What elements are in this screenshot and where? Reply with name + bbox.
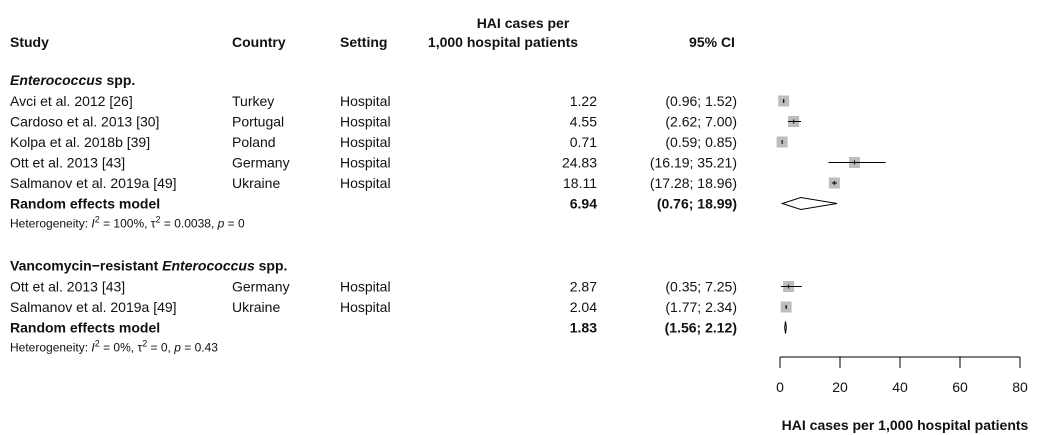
heterogeneity-part: = 0.0038, xyxy=(161,217,218,231)
header-country: Country xyxy=(232,34,286,50)
pooled-estimate: 6.94 xyxy=(570,196,597,212)
estimate: 0.71 xyxy=(570,134,597,150)
study-name: Cardoso et al. 2013 [30] xyxy=(10,114,159,130)
x-tick-label: 60 xyxy=(952,379,968,395)
heterogeneity-part: = 0.43 xyxy=(181,341,218,355)
group-title-part: Enterococcus xyxy=(162,258,255,274)
heterogeneity-part: p xyxy=(173,341,181,355)
heterogeneity-part: τ xyxy=(137,341,142,355)
country: Ukraine xyxy=(232,299,280,315)
heterogeneity-part: τ xyxy=(151,217,156,231)
pooled-diamond xyxy=(780,196,838,211)
heterogeneity-part: = 0 xyxy=(224,217,245,231)
pooled-name: Random effects model xyxy=(10,196,160,212)
header-ci: 95% CI xyxy=(689,34,735,50)
x-tick-label: 0 xyxy=(776,379,784,395)
header-setting: Setting xyxy=(340,34,387,50)
heterogeneity-part: = 0%, xyxy=(100,341,138,355)
study-name: Ott et al. 2013 [43] xyxy=(10,155,125,171)
header-study: Study xyxy=(10,34,49,50)
ci-label: (2.62; 7.00) xyxy=(665,114,737,130)
heterogeneity-part: I xyxy=(91,341,95,355)
setting: Hospital xyxy=(340,155,391,171)
setting: Hospital xyxy=(340,279,391,295)
heterogeneity-part: I xyxy=(91,217,95,231)
country: Portugal xyxy=(232,114,284,130)
group-title: Vancomycin−resistant Enterococcus spp. xyxy=(10,258,287,274)
country: Turkey xyxy=(232,93,274,109)
group-title-part: Enterococcus xyxy=(10,72,103,88)
header-estimate: HAI cases per xyxy=(477,15,570,31)
estimate: 24.83 xyxy=(562,155,597,171)
country: Germany xyxy=(232,279,290,295)
heterogeneity-part: Heterogeneity: xyxy=(10,217,91,231)
group-title: Enterococcus spp. xyxy=(10,72,135,88)
study-name: Salmanov et al. 2019a [49] xyxy=(10,175,177,191)
pooled-ci-label: (0.76; 18.99) xyxy=(657,196,737,212)
setting: Hospital xyxy=(340,175,391,191)
heterogeneity-part: 2 xyxy=(156,215,161,225)
setting: Hospital xyxy=(340,93,391,109)
setting: Hospital xyxy=(340,114,391,130)
heterogeneity-part: p xyxy=(217,217,225,231)
study-name: Ott et al. 2013 [43] xyxy=(10,279,125,295)
country: Poland xyxy=(232,134,276,150)
ci-label: (16.19; 35.21) xyxy=(650,155,737,171)
country: Germany xyxy=(232,155,290,171)
ci-label: (0.96; 1.52) xyxy=(665,93,737,109)
study-name: Kolpa et al. 2018b [39] xyxy=(10,134,150,150)
x-tick-label: 40 xyxy=(892,379,908,395)
x-axis-label: HAI cases per 1,000 hospital patients xyxy=(782,417,1029,433)
estimate: 4.55 xyxy=(570,114,597,130)
ci-label: (17.28; 18.96) xyxy=(650,175,737,191)
ci-label: (0.35; 7.25) xyxy=(665,279,737,295)
estimate: 2.04 xyxy=(570,299,597,315)
x-tick-label: 20 xyxy=(832,379,848,395)
estimate: 18.11 xyxy=(563,175,597,191)
study-name: Salmanov et al. 2019a [49] xyxy=(10,299,177,315)
group-title-part: spp. xyxy=(103,72,136,88)
setting: Hospital xyxy=(340,134,391,150)
heterogeneity-part: = 100%, xyxy=(100,217,151,231)
x-tick-label: 80 xyxy=(1012,379,1028,395)
pooled-estimate: 1.83 xyxy=(570,320,597,336)
heterogeneity: Heterogeneity: I2 = 0%, τ2 = 0, p = 0.43 xyxy=(10,339,218,355)
ci-label: (1.77; 2.34) xyxy=(665,299,737,315)
country: Ukraine xyxy=(232,175,280,191)
header-estimate: 1,000 hospital patients xyxy=(428,34,578,50)
pooled-name: Random effects model xyxy=(10,320,160,336)
pooled-diamond xyxy=(784,321,787,334)
ci-label: (0.59; 0.85) xyxy=(665,134,737,150)
study-name: Avci et al. 2012 [26] xyxy=(10,93,133,109)
group-title-part: spp. xyxy=(255,258,288,274)
group-title-part: Vancomycin−resistant xyxy=(10,258,162,274)
heterogeneity: Heterogeneity: I2 = 100%, τ2 = 0.0038, p… xyxy=(10,215,245,231)
heterogeneity-part: 2 xyxy=(95,215,100,225)
heterogeneity-part: = 0, xyxy=(147,341,174,355)
pooled-ci-label: (1.56; 2.12) xyxy=(665,320,737,336)
heterogeneity-part: 2 xyxy=(142,339,147,349)
estimate: 1.22 xyxy=(570,93,597,109)
estimate: 2.87 xyxy=(570,279,597,295)
setting: Hospital xyxy=(340,299,391,315)
heterogeneity-part: Heterogeneity: xyxy=(10,341,91,355)
heterogeneity-part: 2 xyxy=(95,339,100,349)
